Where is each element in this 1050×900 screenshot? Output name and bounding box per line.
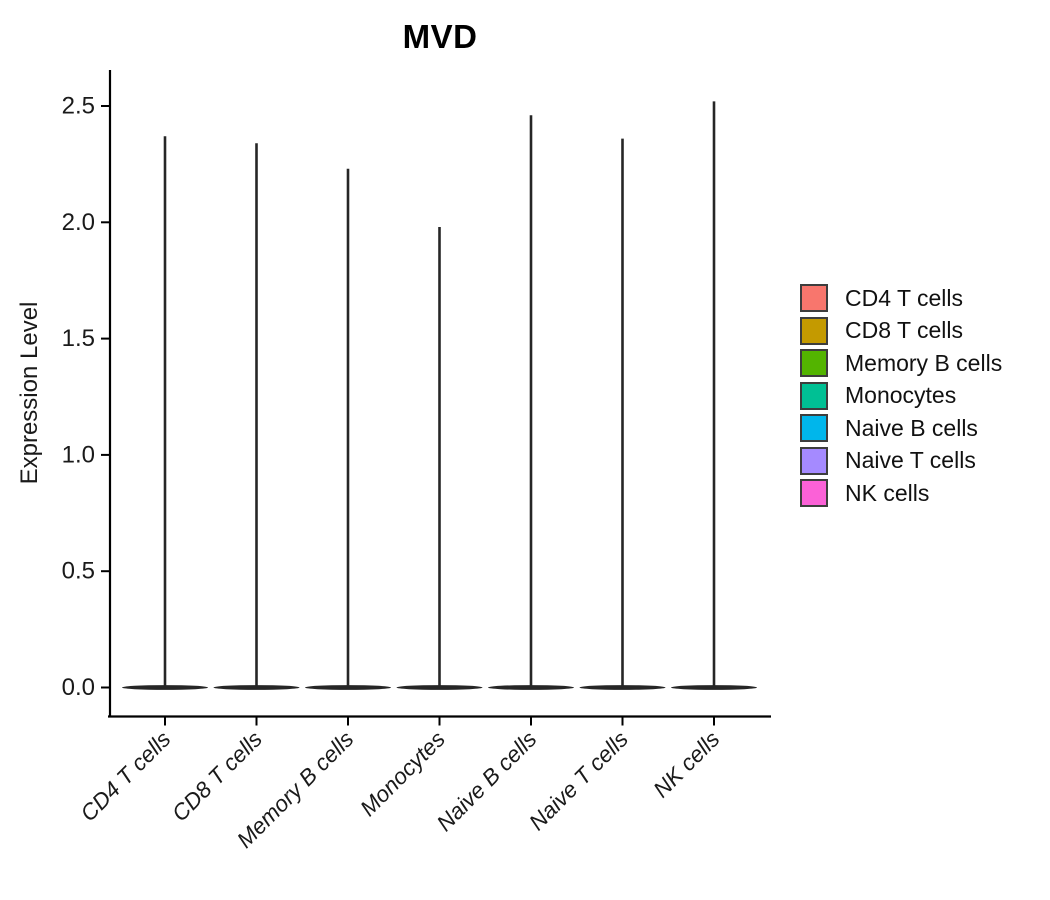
legend-label: Memory B cells bbox=[845, 349, 1003, 376]
x-tick-label: Naive T cells bbox=[524, 726, 633, 835]
legend-item: Memory B cells bbox=[800, 349, 1002, 377]
legend-color-swatch bbox=[800, 446, 828, 475]
x-tick-label: Monocytes bbox=[355, 726, 450, 821]
legend: CD4 T cells CD8 T cells Memory B cells Mono… bbox=[800, 284, 1002, 512]
legend-color-swatch bbox=[800, 316, 828, 345]
plot-title: MVD bbox=[402, 18, 478, 55]
legend-label: CD8 T cells bbox=[845, 317, 964, 343]
y-tick-label: 0.0 bbox=[62, 674, 95, 701]
y-tick-label: 0.5 bbox=[62, 558, 95, 585]
y-tick-label: 1.0 bbox=[62, 441, 95, 468]
legend-label: Naive B cells bbox=[845, 414, 978, 441]
legend-item: Naive T cells bbox=[800, 446, 1002, 475]
x-tick-label: NK cells bbox=[648, 726, 724, 802]
legend-color-swatch bbox=[800, 284, 828, 312]
legend-item: NK cells bbox=[800, 479, 1002, 507]
legend-color-swatch bbox=[800, 414, 828, 442]
legend-color-swatch bbox=[800, 381, 828, 410]
x-tick-label: CD8 T cells bbox=[167, 726, 267, 826]
legend-color-swatch bbox=[800, 479, 828, 507]
legend-label: CD4 T cells bbox=[845, 284, 964, 311]
legend-item: CD8 T cells bbox=[800, 316, 1002, 345]
legend-item: CD4 T cells bbox=[800, 284, 1002, 312]
legend-item: Naive B cells bbox=[800, 414, 1002, 442]
legend-label: Naive T cells bbox=[845, 447, 976, 473]
legend-label: NK cells bbox=[845, 479, 930, 506]
y-tick-label: 1.5 bbox=[62, 325, 95, 352]
x-tick-label: CD4 T cells bbox=[76, 726, 176, 826]
y-tick-label: 2.0 bbox=[62, 209, 95, 236]
legend-label: Monocytes bbox=[845, 382, 957, 408]
y-tick-label: 2.5 bbox=[62, 93, 95, 120]
legend-color-swatch bbox=[800, 349, 828, 377]
legend-item: Monocytes bbox=[800, 381, 1002, 410]
